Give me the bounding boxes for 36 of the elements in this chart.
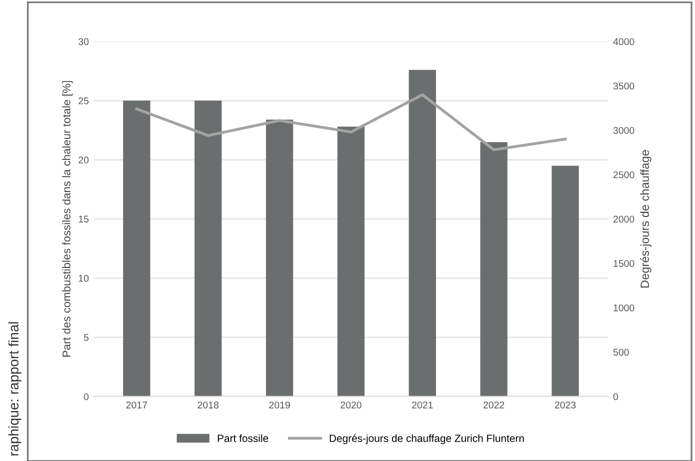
legend-label: Part fossile (218, 434, 268, 442)
y2-tick-label: 3000 (613, 126, 634, 134)
x-tick-label: 2022 (484, 402, 504, 408)
bar (552, 166, 579, 396)
bar (194, 100, 222, 396)
bar (266, 120, 294, 396)
legend-label: Degrés-jours de chauffage Zurich Fluntern (330, 434, 524, 444)
y-tick-label: 5 (84, 334, 89, 341)
y2-tick-label: 2500 (613, 171, 634, 178)
y2-tick-label: 1000 (614, 304, 634, 312)
y2-tick-label: 0 (613, 393, 618, 400)
y2-tick-label: 500 (613, 348, 629, 356)
y-tick-label: 20 (78, 156, 89, 164)
x-tick-label: 2017 (126, 402, 148, 408)
y-tick-label: 30 (78, 38, 89, 46)
x-tick-label: 2020 (340, 402, 362, 408)
x-tick-label: 2018 (198, 402, 219, 408)
x-tick-label: 2021 (412, 402, 433, 408)
y2-axis-title: Degrés-jours de chauffage (640, 150, 652, 288)
bar (123, 100, 150, 396)
bar (480, 142, 508, 396)
y-axis-title: Part des combustibles fossiles dans la chaleur totale [%] (62, 81, 73, 357)
y2-tick-label: 1500 (614, 260, 634, 267)
text: raphique: rapport final (8, 322, 22, 456)
y-tick-label: 15 (78, 216, 89, 223)
y2-tick-label: 4000 (613, 38, 634, 46)
bar (408, 70, 436, 396)
y-tick-label: 10 (78, 274, 89, 282)
y2-tick-label: 3500 (613, 82, 634, 90)
y-tick-label: 0 (84, 393, 89, 400)
line-series (135, 93, 567, 152)
x-tick-label: 2023 (554, 402, 576, 408)
y-tick-label: 25 (78, 97, 89, 104)
bar (337, 126, 365, 396)
x-tick-label: 2019 (269, 402, 290, 408)
y2-tick-label: 2000 (613, 216, 634, 223)
